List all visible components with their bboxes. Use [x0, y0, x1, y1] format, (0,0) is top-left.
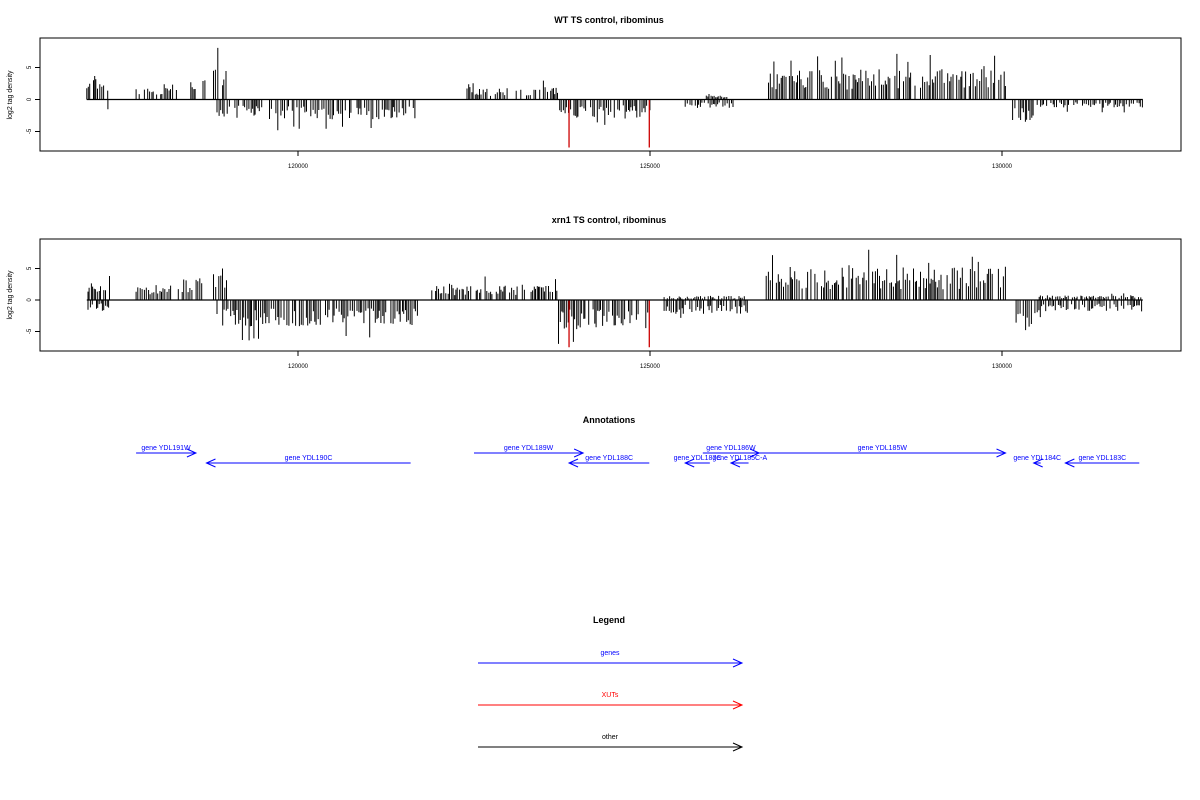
xrn1-y-axis: 5 0 -5	[27, 266, 40, 334]
gene-arrow-head	[573, 448, 585, 458]
wt-y-axis: 5 0 -5	[27, 65, 40, 134]
wt-bars	[86, 47, 1143, 131]
density-bars	[86, 47, 1143, 131]
y-tick-label: 5	[27, 65, 33, 69]
legend-arrow-head	[732, 658, 744, 668]
annotations-title: Annotations	[583, 415, 636, 425]
y-tick-label: -5	[27, 128, 33, 134]
gene-arrow-head	[1032, 458, 1043, 468]
x-tick-label: 120000	[288, 164, 309, 170]
gene-label: gene YDL185C-A	[712, 455, 767, 462]
y-tick-label: 0	[27, 298, 33, 302]
xrn1-panel: xrn1 TS control, ribominus log2 tag dens…	[7, 215, 1182, 370]
wt-y-axis-label: log2 tag density	[7, 70, 14, 120]
gene-arrows: gene YDL191W gene YDL190C gene YDL189W gene…	[136, 445, 1140, 468]
xrn1-x-axis: 120000 125000 130000	[288, 351, 1013, 370]
legend-title: Legend	[593, 615, 625, 625]
gene-label: gene YDL190C	[285, 455, 333, 462]
wt-x-axis: 120000 125000 130000	[288, 151, 1013, 170]
wt-panel: WT TS control, ribominus log2 tag densit…	[7, 15, 1182, 170]
xrn1-bars	[87, 249, 1143, 344]
y-tick-label: 5	[27, 266, 33, 270]
wt-panel-title: WT TS control, ribominus	[554, 15, 664, 25]
legend-arrow-head	[732, 700, 744, 710]
x-tick-label: 120000	[288, 364, 309, 370]
gene-arrow-head	[1064, 458, 1075, 468]
xrn1-y-axis-label: log2 tag density	[7, 270, 14, 320]
y-tick-label: 0	[27, 97, 33, 101]
gene-label: gene YDL189W	[504, 445, 554, 452]
legend-label: XUTs	[602, 692, 619, 699]
x-tick-label: 130000	[992, 364, 1013, 370]
gene-label: gene YDL188C	[585, 455, 633, 462]
x-tick-label: 130000	[992, 164, 1013, 170]
gene-label: gene YDL183C	[1078, 455, 1126, 462]
gene-label: gene YDL186W	[706, 445, 756, 452]
y-tick-label: -5	[27, 328, 33, 334]
legend-arrow-head	[732, 742, 744, 752]
gene-arrow-head	[205, 458, 216, 468]
legend-label: genes	[600, 650, 620, 657]
xrn1-panel-title: xrn1 TS control, ribominus	[552, 215, 667, 225]
xrn1-plot-frame	[39, 238, 1182, 352]
gene-arrow-head	[567, 458, 579, 468]
xrn1-xut-lines	[568, 300, 650, 348]
wt-plot-frame	[39, 37, 1182, 152]
legend: Legend genes XUTs other	[478, 615, 744, 752]
gene-arrow-head	[729, 458, 741, 468]
gene-arrow-head	[996, 448, 1007, 458]
legend-items: genes XUTs other	[478, 650, 744, 752]
legend-label: other	[602, 734, 619, 741]
gene-label: gene YDL184C	[1013, 455, 1061, 462]
x-tick-label: 125000	[640, 164, 661, 170]
wt-xut-lines	[568, 99, 650, 148]
density-bars	[87, 249, 1143, 344]
gene-label: gene YDL185W	[858, 445, 908, 452]
x-tick-label: 125000	[640, 364, 661, 370]
gene-label: gene YDL187C	[674, 455, 722, 462]
gene-arrow-head	[186, 448, 198, 458]
gene-arrow-head	[683, 458, 695, 468]
gene-label: gene YDL191W	[141, 445, 191, 452]
